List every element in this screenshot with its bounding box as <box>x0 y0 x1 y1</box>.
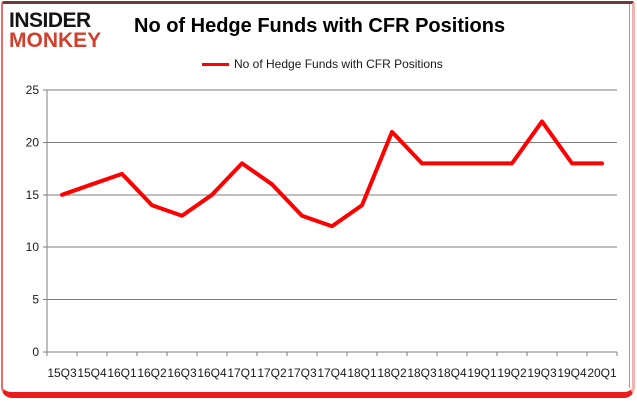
y-axis-label: 20 <box>26 135 40 149</box>
x-axis-label: 17Q1 <box>227 366 257 380</box>
x-axis-label: 16Q4 <box>197 366 227 380</box>
y-axis-label: 0 <box>32 345 39 359</box>
x-axis-label: 17Q3 <box>287 366 317 380</box>
x-axis-label: 19Q3 <box>527 366 557 380</box>
x-axis-label: 16Q3 <box>167 366 197 380</box>
x-axis-label: 18Q4 <box>437 366 467 380</box>
y-axis-label: 10 <box>26 240 40 254</box>
x-axis-label: 18Q1 <box>347 366 377 380</box>
x-axis-label: 18Q3 <box>407 366 437 380</box>
x-axis-label: 17Q2 <box>257 366 287 380</box>
data-line <box>60 119 604 229</box>
y-axis-label: 15 <box>26 188 40 202</box>
legend-label: No of Hedge Funds with CFR Positions <box>234 57 443 71</box>
x-axis-label: 19Q1 <box>467 366 497 380</box>
x-axis-label: 16Q2 <box>137 366 167 380</box>
x-axis-label: 15Q4 <box>77 366 107 380</box>
chart-area-border <box>629 4 630 388</box>
y-axis-label: 5 <box>32 293 39 307</box>
x-axis-label: 18Q2 <box>377 366 407 380</box>
x-axis-label: 16Q1 <box>107 366 137 380</box>
logo-monkey-text: MONKEY <box>9 29 102 52</box>
logo-insider-text: INSIDER <box>9 9 91 32</box>
legend-line-icon <box>202 62 229 66</box>
x-axis-label: 20Q1 <box>587 366 617 380</box>
x-axis-label: 19Q2 <box>497 366 527 380</box>
chart-title: No of Hedge Funds with CFR Positions <box>134 15 506 37</box>
insider-monkey-logo: INSIDER MONKEY <box>9 9 102 52</box>
y-axis-label: 25 <box>26 83 40 97</box>
x-axis-label: 17Q4 <box>317 366 347 380</box>
x-axis-label: 19Q4 <box>557 366 587 380</box>
card-border <box>1 1 635 398</box>
legend: No of Hedge Funds with CFR Positions <box>202 57 443 71</box>
x-axis-label: 15Q3 <box>47 366 77 380</box>
